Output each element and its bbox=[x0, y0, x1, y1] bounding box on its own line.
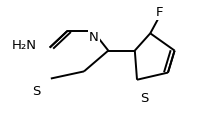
Text: H₂N: H₂N bbox=[12, 39, 37, 52]
Text: S: S bbox=[141, 92, 149, 105]
Text: F: F bbox=[155, 6, 163, 19]
Text: N: N bbox=[89, 31, 99, 44]
Text: S: S bbox=[32, 84, 41, 98]
